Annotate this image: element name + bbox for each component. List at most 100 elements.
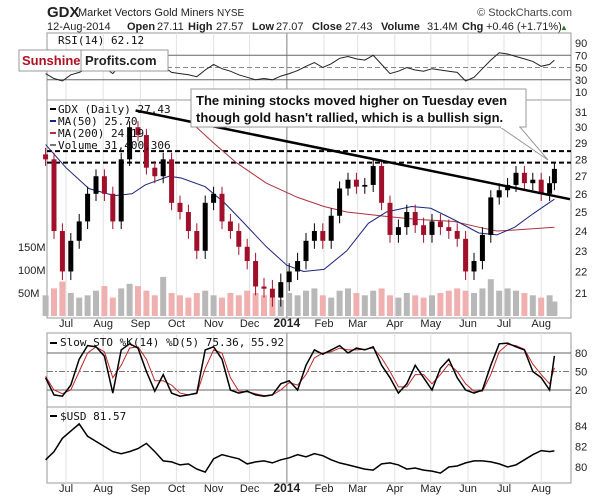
axis-tick-label: 84	[575, 421, 587, 433]
month-label: Aug	[93, 318, 113, 330]
candle-body	[160, 159, 166, 177]
chg-up-arrow-icon: ▲	[560, 23, 568, 32]
volume-bar	[328, 297, 335, 316]
volume-bar	[361, 295, 368, 316]
volume-bar	[504, 288, 511, 316]
volume-bar	[160, 276, 167, 316]
candle-body	[169, 159, 175, 203]
candle-body	[328, 215, 334, 241]
candle-body	[387, 202, 393, 235]
candle-body	[278, 282, 284, 298]
month-label: Sep	[131, 318, 151, 330]
candle-body	[463, 238, 469, 272]
candle-body	[488, 197, 494, 235]
volume-bar	[109, 297, 116, 316]
volume-bar	[496, 290, 503, 316]
candle-body	[211, 193, 217, 203]
volume-bar	[286, 293, 293, 316]
axis-tick-label: 27	[575, 171, 587, 183]
volume-bar	[277, 299, 284, 316]
sunshine-profits-watermark: Sunshine Profits.com	[18, 49, 169, 72]
candle-body	[76, 221, 82, 241]
volume-label: Volume	[381, 21, 420, 33]
axis-tick-label: 70	[575, 50, 587, 62]
candle-body	[311, 231, 317, 241]
candle-body	[412, 212, 418, 226]
candle-body	[337, 188, 343, 216]
volume-bar	[412, 295, 419, 316]
gdx-legend: GDX (Daily) 27.43	[58, 103, 171, 116]
month-label: Dec	[240, 318, 260, 330]
open-label: Open	[127, 21, 155, 33]
stoch-legend-swatch	[50, 342, 57, 344]
candle-body	[513, 172, 519, 185]
volume-bar	[378, 288, 385, 316]
candle-body	[244, 246, 250, 262]
candle-body	[446, 227, 452, 232]
axis-tick-label: 80	[575, 348, 587, 360]
month-label: Nov	[204, 318, 224, 330]
month-label: Aug	[531, 318, 551, 330]
volume-bar	[93, 290, 99, 316]
volume-bar	[521, 293, 528, 316]
volume-bar	[311, 288, 318, 316]
candle-body	[219, 193, 225, 222]
candle-body	[379, 166, 385, 203]
candle-body	[471, 261, 477, 272]
volume-bar	[76, 297, 83, 316]
volume-bar	[538, 297, 545, 316]
volume-bar	[403, 293, 410, 316]
axis-tick-label: 100M	[18, 265, 46, 277]
annotation-line1: The mining stocks moved higher on Tuesda…	[196, 93, 507, 108]
volume-bar	[336, 290, 343, 316]
quote-line: 12-Aug-2014 Open 27.11 High 27.57 Low 27…	[47, 21, 568, 33]
axis-tick-label: 25	[575, 207, 587, 219]
axis-tick-label: 50	[575, 63, 587, 75]
open-value: 27.11	[157, 21, 184, 33]
volume-bar	[252, 293, 259, 316]
volume-bar	[429, 295, 435, 316]
volume-bar	[59, 281, 66, 316]
candle-body	[437, 221, 443, 228]
volume-legend-swatch	[50, 144, 56, 146]
candle-body	[202, 202, 208, 251]
volume-bar	[118, 288, 125, 316]
month-label: Feb	[315, 318, 334, 330]
axis-tick-label: 29	[575, 138, 587, 150]
high-value: 27.57	[216, 21, 244, 33]
candle-body	[395, 227, 401, 235]
volume-value: 31.4M	[427, 21, 458, 33]
low-value: 27.07	[276, 21, 304, 33]
candle-body	[530, 179, 536, 184]
axis-tick-label: 21	[575, 288, 587, 300]
volume-legend: Volume 31,400,306	[58, 139, 171, 152]
candle-body	[496, 190, 502, 198]
volume-bar	[168, 293, 175, 316]
panel-price	[46, 99, 572, 319]
ma200-legend-swatch	[50, 132, 56, 134]
axis-tick-label: 24	[575, 226, 587, 238]
volume-bar	[193, 293, 200, 316]
ma50-legend: MA(50) 25.70	[58, 115, 137, 128]
month-label: Dec	[240, 483, 260, 495]
candle-body	[303, 240, 309, 262]
quote-date: 12-Aug-2014	[47, 21, 111, 33]
high-label: High	[188, 21, 213, 33]
volume-bar	[244, 290, 251, 316]
candle-body	[236, 231, 242, 247]
close-value: 27.43	[345, 21, 373, 33]
month-label: Oct	[168, 318, 185, 330]
volume-bar	[101, 286, 108, 316]
month-label: Mar	[348, 483, 367, 495]
candle-body	[101, 176, 107, 194]
month-label: Jul	[59, 318, 73, 330]
candle-body	[269, 288, 275, 298]
chg-value: +0.46 (+1.71%)	[486, 21, 562, 33]
month-label: 2014	[273, 316, 300, 330]
volume-bar	[551, 301, 558, 316]
volume-bar	[546, 295, 553, 316]
candle-body	[370, 166, 376, 185]
candle-body	[194, 231, 200, 251]
candle-body	[227, 221, 233, 232]
